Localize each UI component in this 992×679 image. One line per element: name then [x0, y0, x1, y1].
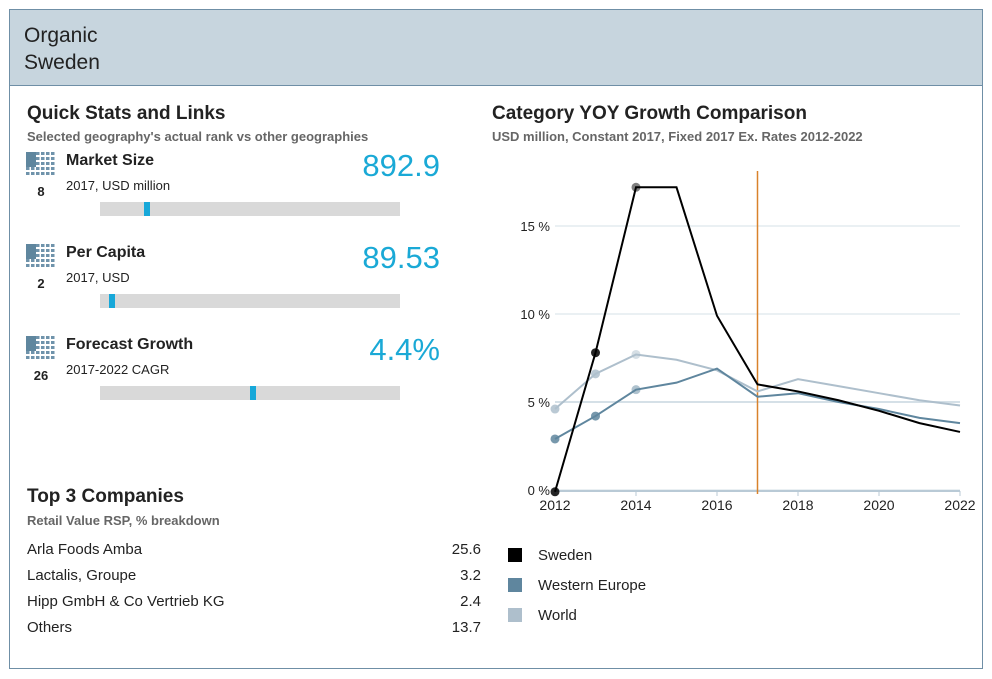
y-tick-label: 15 %	[520, 219, 550, 234]
rank-bar	[100, 202, 400, 216]
stat-name[interactable]: Market Size	[66, 152, 155, 169]
data-point	[631, 349, 641, 359]
panel-header: Organic Sweden	[10, 10, 982, 86]
chart-title: Category YOY Growth Comparison	[492, 103, 807, 124]
data-point	[591, 369, 600, 379]
stat-value: 892.9	[362, 148, 440, 183]
data-point	[591, 348, 600, 358]
company-value: 13.7	[451, 619, 481, 636]
x-tick-label: 2012	[539, 497, 570, 513]
x-tick-label: 2016	[701, 497, 732, 513]
data-point	[550, 487, 560, 497]
geography-title: Sweden	[24, 51, 100, 74]
rank-bar	[100, 294, 400, 308]
stat-value: 89.53	[362, 240, 440, 275]
quick-stats-title: Quick Stats and Links	[27, 103, 226, 124]
stat-market-size[interactable]: 8 Market Size 2017, USD million 892.9	[26, 148, 440, 232]
rank-grid-icon	[26, 336, 56, 361]
chart-subtitle: USD million, Constant 2017, Fixed 2017 E…	[492, 129, 863, 144]
company-name: Lactalis, Groupe	[27, 567, 137, 584]
organic-sweden-panel: Organic Sweden	[9, 9, 983, 669]
company-row: Others 13.7	[27, 619, 481, 636]
company-name: Hipp GmbH & Co Vertrieb KG	[27, 593, 225, 610]
legend-swatch	[508, 548, 522, 562]
company-row: Lactalis, Groupe 3.2	[27, 567, 481, 584]
data-point	[631, 385, 641, 395]
data-point	[631, 182, 641, 192]
quick-stats-subtitle: Selected geography's actual rank vs othe…	[27, 129, 369, 144]
y-tick-label: 0 %	[528, 483, 551, 498]
y-tick-label: 10 %	[520, 307, 550, 322]
stat-name[interactable]: Per Capita	[66, 244, 146, 261]
data-point	[550, 404, 560, 414]
legend-swatch	[508, 608, 522, 622]
stat-forecast-growth[interactable]: 26 Forecast Growth 2017-2022 CAGR 4.4%	[26, 332, 440, 416]
legend-item[interactable]: Western Europe	[508, 577, 646, 594]
rank-grid-icon	[26, 244, 56, 269]
company-name: Arla Foods Amba	[27, 541, 143, 558]
stat-unit: 2017, USD million	[66, 178, 171, 193]
company-row: Arla Foods Amba 25.6	[27, 541, 481, 558]
data-point	[591, 411, 600, 421]
rank-grid-icon	[26, 152, 56, 177]
y-tick-label: 5 %	[528, 395, 551, 410]
x-tick-label: 2022	[944, 497, 975, 513]
x-tick-label: 2014	[620, 497, 651, 513]
legend-item[interactable]: Sweden	[508, 547, 592, 564]
rank-number: 26	[33, 368, 49, 383]
legend-item[interactable]: World	[508, 607, 577, 624]
company-row: Hipp GmbH & Co Vertrieb KG 2.4	[27, 593, 481, 610]
company-value: 3.2	[460, 567, 481, 584]
legend-label: World	[538, 607, 577, 624]
series-line-western-europe	[554, 367, 961, 440]
rank-number: 8	[37, 184, 45, 199]
series-line-sweden	[554, 186, 961, 493]
legend-label: Western Europe	[538, 577, 647, 594]
x-tick-label: 2020	[863, 497, 894, 513]
rank-marker	[249, 386, 256, 400]
stat-value: 4.4%	[369, 332, 440, 367]
rank-marker	[144, 202, 151, 216]
stat-unit: 2017-2022 CAGR	[66, 362, 170, 377]
stat-unit: 2017, USD	[66, 270, 130, 285]
stat-name[interactable]: Forecast Growth	[66, 336, 194, 353]
companies-title: Top 3 Companies	[27, 486, 184, 507]
company-name: Others	[27, 619, 73, 636]
data-point	[550, 434, 560, 444]
company-value: 2.4	[460, 593, 481, 610]
companies-subtitle: Retail Value RSP, % breakdown	[27, 513, 220, 528]
company-value: 25.6	[451, 541, 481, 558]
stat-per-capita[interactable]: 2 Per Capita 2017, USD 89.53	[26, 240, 440, 324]
legend-label: Sweden	[538, 547, 593, 564]
rank-number: 2	[37, 276, 45, 291]
rank-bar	[100, 386, 400, 400]
series-line-world	[554, 353, 961, 410]
x-tick-label: 2018	[782, 497, 813, 513]
legend-swatch	[508, 578, 522, 592]
rank-marker	[108, 294, 115, 308]
category-title: Organic	[24, 24, 98, 47]
